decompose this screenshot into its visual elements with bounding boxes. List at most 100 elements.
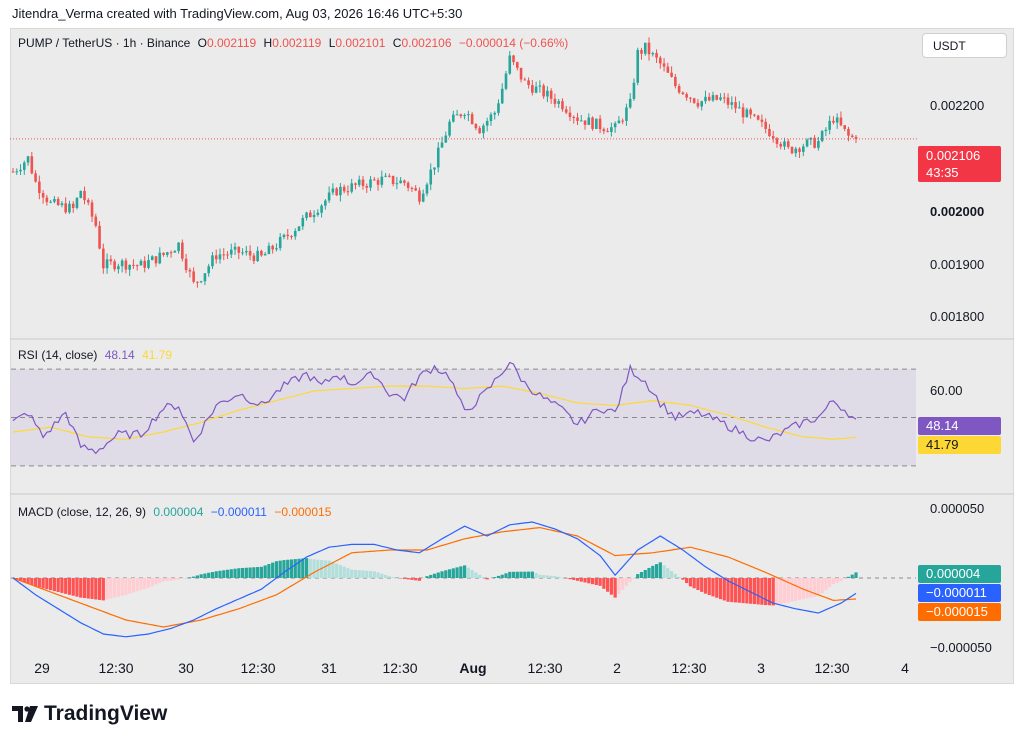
macd-histogram-bar bbox=[49, 578, 53, 591]
candle-body bbox=[105, 259, 109, 269]
candle-body bbox=[177, 242, 180, 252]
macd-histogram-bar bbox=[779, 578, 783, 604]
candle-body bbox=[275, 248, 278, 250]
macd-histogram-bar bbox=[542, 575, 546, 578]
macd-histogram-bar bbox=[240, 567, 245, 578]
candle-body bbox=[436, 147, 440, 168]
macd-histogram-bar bbox=[222, 570, 226, 578]
candle-body bbox=[19, 169, 22, 172]
symbol-label[interactable]: PUMP / TetherUS · 1h · Binance bbox=[18, 36, 191, 50]
macd-histogram-bar bbox=[90, 578, 94, 599]
candle-body bbox=[120, 260, 124, 267]
macd-histogram-bar bbox=[312, 559, 316, 578]
candle-body bbox=[305, 212, 308, 218]
macd-histogram-bar bbox=[685, 578, 689, 584]
macd-histogram-bar bbox=[124, 578, 128, 595]
macd-histogram-bar bbox=[617, 578, 621, 594]
macd-histogram-bar bbox=[624, 578, 629, 586]
candle-body bbox=[482, 125, 485, 134]
candle-body bbox=[282, 234, 286, 238]
candle-body bbox=[579, 120, 583, 122]
candle-body bbox=[327, 192, 331, 201]
macd-histogram-bar bbox=[515, 571, 519, 578]
macd-histogram-bar bbox=[86, 578, 90, 599]
currency-button[interactable]: USDT bbox=[922, 33, 1007, 58]
macd-histogram-bar bbox=[199, 574, 203, 578]
candle-body bbox=[192, 271, 195, 282]
rsi-label[interactable]: RSI (14, close) bbox=[18, 348, 98, 362]
macd-line-badge: −0.000011 bbox=[918, 584, 1001, 602]
candle-body bbox=[286, 234, 290, 237]
macd-histogram-bar bbox=[511, 571, 516, 578]
candle-body bbox=[568, 112, 572, 118]
candle-body bbox=[508, 55, 512, 74]
tradingview-logo[interactable]: TradingView bbox=[12, 702, 167, 726]
macd-histogram-bar bbox=[391, 577, 395, 578]
candle-body bbox=[143, 260, 147, 268]
change-value: −0.000014 (−0.66%) bbox=[458, 36, 569, 50]
x-axis-tick-label: 12:30 bbox=[671, 660, 707, 676]
macd-histogram-bar bbox=[82, 578, 87, 599]
macd-histogram-bar bbox=[342, 566, 346, 578]
macd-histogram-bar bbox=[101, 578, 105, 601]
candle-body bbox=[452, 114, 455, 122]
candle-body bbox=[696, 102, 700, 107]
candle-body bbox=[293, 230, 297, 237]
macd-histogram-bar bbox=[304, 558, 309, 578]
candle-body bbox=[745, 109, 749, 118]
macd-histogram-bar bbox=[192, 576, 196, 578]
candle-body bbox=[474, 124, 478, 129]
main-legend: PUMP / TetherUS · 1h · Binance O0.002119… bbox=[18, 36, 572, 50]
candle-body bbox=[854, 136, 858, 139]
macd-histogram-bar bbox=[406, 578, 410, 580]
candle-body bbox=[245, 250, 248, 253]
candle-body bbox=[587, 117, 591, 125]
candle-body bbox=[233, 246, 237, 250]
macd-histogram-bar bbox=[259, 566, 263, 578]
macd-histogram-bar bbox=[782, 578, 787, 604]
candle-body bbox=[263, 254, 267, 256]
macd-histogram-bar bbox=[252, 567, 256, 578]
macd-histogram-bar bbox=[146, 578, 151, 588]
macd-histogram-bar bbox=[195, 575, 200, 578]
candle-body bbox=[117, 266, 120, 270]
tradingview-logo-icon bbox=[12, 706, 38, 722]
macd-histogram-bar bbox=[169, 578, 173, 581]
ohlc-l: L0.002101 bbox=[328, 36, 386, 50]
candle-body bbox=[583, 120, 587, 125]
candle-body bbox=[169, 252, 173, 254]
candle-body bbox=[38, 181, 41, 194]
candle-body bbox=[335, 188, 338, 196]
macd-histogram-bar bbox=[301, 558, 305, 578]
candle-body bbox=[147, 260, 150, 268]
macd-histogram-bar bbox=[444, 570, 448, 578]
candle-body bbox=[248, 250, 252, 256]
macd-line-value: −0.000011 bbox=[210, 505, 267, 519]
candle-body bbox=[655, 53, 658, 58]
candle-body bbox=[610, 127, 613, 133]
candle-body bbox=[154, 256, 158, 264]
macd-label[interactable]: MACD (close, 12, 26, 9) bbox=[18, 505, 147, 519]
price-tick: 0.002000 bbox=[930, 204, 985, 219]
tradingview-brand: TradingView bbox=[44, 702, 168, 725]
macd-histogram-bar bbox=[425, 576, 429, 578]
candle-body bbox=[350, 183, 354, 192]
macd-histogram-bar bbox=[365, 570, 369, 578]
candle-body bbox=[320, 205, 323, 213]
macd-histogram-bar bbox=[432, 573, 437, 578]
candle-body bbox=[290, 236, 293, 238]
candle-body bbox=[850, 135, 854, 137]
macd-histogram-bar bbox=[429, 574, 433, 578]
candle-body bbox=[56, 198, 60, 206]
macd-histogram-bar bbox=[737, 578, 741, 603]
macd-histogram-bar bbox=[741, 578, 745, 604]
candle-body bbox=[843, 125, 847, 129]
candle-body bbox=[832, 120, 835, 123]
candle-body bbox=[749, 109, 752, 115]
macd-histogram-bar bbox=[447, 569, 452, 578]
macd-histogram-bar bbox=[459, 566, 463, 578]
candle-body bbox=[847, 128, 850, 136]
candle-body bbox=[98, 225, 101, 249]
macd-histogram-bar bbox=[18, 578, 23, 581]
